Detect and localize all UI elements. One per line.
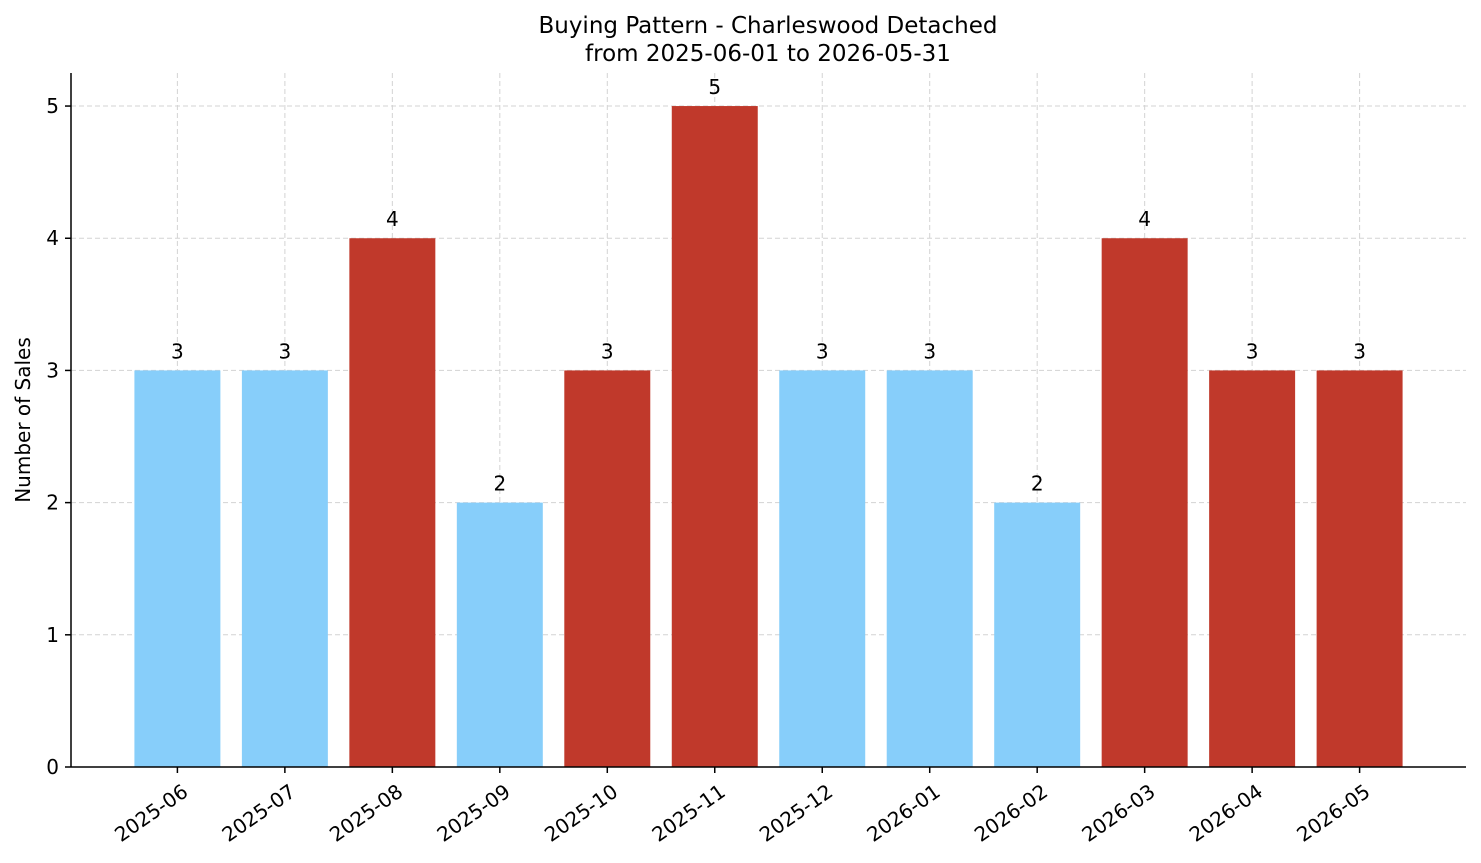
data-label: 3 [171,339,184,363]
y-tick-label: 4 [46,226,59,250]
bar [241,370,328,767]
data-label: 2 [493,472,506,496]
x-tick-label: 2025-06 [110,779,192,847]
data-label: 4 [1138,207,1151,231]
bar [134,370,221,767]
data-label: 3 [279,339,292,363]
x-tick-label: 2025-07 [218,779,300,847]
data-label: 5 [708,75,721,99]
data-label: 3 [923,339,936,363]
data-label: 2 [1031,472,1044,496]
y-tick-label: 3 [46,358,59,382]
x-tick-label: 2025-10 [540,779,622,847]
bar [779,370,866,767]
bar [349,238,436,767]
data-label: 3 [1353,339,1366,363]
y-axis-label: Number of Sales [11,337,35,503]
bar [564,370,651,767]
data-label: 3 [816,339,829,363]
x-tick-label: 2026-01 [862,779,944,847]
bar [671,106,758,768]
bar [1316,370,1403,767]
bar [1101,238,1188,767]
chart-title: Buying Pattern - Charleswood Detached [538,13,997,39]
x-tick-label: 2025-12 [755,779,837,847]
x-tick-label: 2026-03 [1077,779,1159,847]
data-label: 3 [1246,339,1259,363]
bar [1209,370,1296,767]
x-tick-label: 2026-04 [1185,779,1267,847]
bar [886,370,973,767]
y-tick-label: 1 [46,623,59,647]
x-tick-label: 2025-09 [432,779,514,847]
bar [456,502,543,767]
data-label: 4 [386,207,399,231]
x-tick-label: 2025-11 [647,779,729,847]
bar [994,502,1081,767]
y-tick-label: 5 [46,94,59,118]
x-tick-label: 2025-08 [325,779,407,847]
y-tick-label: 2 [46,491,59,515]
x-tick-label: 2026-02 [970,779,1052,847]
x-tick-label: 2026-05 [1292,779,1374,847]
y-tick-label: 0 [46,755,59,779]
data-label: 3 [601,339,614,363]
chart-subtitle: from 2025-06-01 to 2026-05-31 [585,41,951,67]
